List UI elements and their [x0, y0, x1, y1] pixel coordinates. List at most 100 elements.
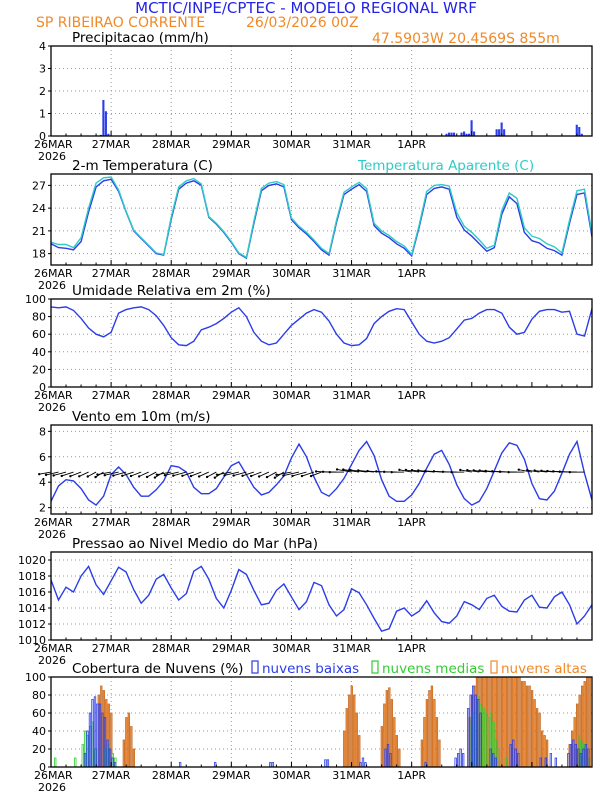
y-tick-label: 8	[39, 425, 46, 438]
cloud-bar-nuvens-baixas	[489, 748, 492, 768]
cloud-bar-nuvens-baixas	[111, 757, 114, 768]
precip-bar	[473, 131, 476, 136]
cloud-bar-nuvens-baixas	[384, 748, 387, 768]
cloud-bar-nuvens-baixas	[454, 757, 457, 768]
x-label-first: 26MAR	[34, 267, 73, 280]
cloud-bar-nuvens-baixas	[324, 759, 327, 768]
y-tick-label: 100	[25, 293, 46, 306]
cloud-bar-nuvens-altas	[425, 699, 429, 768]
y-tick-label: 20	[32, 743, 46, 756]
cloud-bar-nuvens-altas	[125, 717, 128, 768]
cloud-bar-nuvens-baixas	[574, 744, 578, 768]
cloud-bar-nuvens-altas	[438, 739, 441, 768]
cloud-bar-nuvens-altas	[343, 730, 346, 768]
y-tick-label: 0	[39, 761, 46, 774]
wind-barb	[216, 471, 232, 476]
x-label: 28MAR	[152, 642, 191, 655]
panel-title: Cobertura de Nuvens (%)	[72, 661, 243, 677]
wind-barb	[154, 471, 164, 478]
cloud-bar-nuvens-altas	[355, 712, 358, 768]
precip-bar	[498, 129, 501, 136]
x-label: 1APR	[397, 769, 426, 782]
cloud-bar-nuvens-baixas	[554, 757, 557, 768]
cloud-bar-nuvens-baixas	[572, 739, 575, 768]
wind-barb	[527, 469, 540, 473]
wind-barb	[182, 471, 194, 477]
cloud-bar-nuvens-baixas	[457, 753, 460, 768]
x-label-first: 26MAR	[34, 138, 73, 151]
cloud-bar-nuvens-baixas	[214, 762, 217, 768]
cloud-bar-nuvens-altas	[420, 739, 424, 768]
wind-barb-head	[145, 475, 149, 479]
wind-barb	[224, 471, 239, 476]
precip-bar	[450, 132, 453, 136]
cloud-bar-nuvens-baixas	[271, 762, 274, 768]
wind-barb-head	[172, 474, 175, 477]
legend-label-nuvens-baixas: nuvens baixas	[262, 661, 359, 677]
x-label: 30MAR	[272, 642, 311, 655]
x-label: 30MAR	[272, 138, 311, 151]
y-tick-label: 1012	[18, 618, 46, 631]
wind-barb-head	[540, 469, 543, 472]
x-label-year: 2026	[38, 654, 66, 667]
precip-bar	[460, 132, 463, 136]
wind-barb-head	[112, 474, 115, 477]
wind-barb	[164, 471, 179, 476]
wind-barb-head	[478, 469, 481, 472]
cloud-bar-nuvens-altas	[122, 739, 125, 768]
wind-barb-head	[213, 476, 217, 479]
cloud-bar-nuvens-baixas	[83, 753, 87, 768]
cloud-bar-nuvens-baixas	[364, 762, 367, 768]
precip-bar	[503, 129, 506, 136]
wind-barb-head	[348, 468, 352, 472]
x-label: 1APR	[397, 642, 426, 655]
cloud-bar-nuvens-medias	[81, 744, 84, 768]
wind-barb-head	[44, 473, 48, 477]
cloud-bar-nuvens-altas	[398, 748, 401, 768]
cloud-bar-nuvens-baixas	[108, 748, 112, 768]
x-label-first: 26MAR	[34, 769, 73, 782]
x-label-year: 2026	[38, 401, 66, 414]
cloud-bar-nuvens-baixas	[479, 712, 482, 768]
wind-barb	[343, 469, 360, 473]
x-label-first: 26MAR	[34, 516, 73, 529]
y-tick-label: 0	[39, 130, 46, 143]
panel-title: Vento em 10m (m/s)	[72, 409, 211, 425]
cloud-bar-nuvens-altas	[535, 708, 539, 768]
series-line-1	[50, 178, 593, 260]
x-label: 29MAR	[212, 389, 251, 402]
y-tick-label: 27	[32, 179, 46, 192]
cloud-bar-nuvens-baixas	[472, 685, 475, 768]
cloud-bar-nuvens-baixas	[389, 753, 392, 768]
wind-barb-head	[390, 470, 393, 474]
wind-barb-head	[450, 470, 453, 474]
y-tick-label: 1	[39, 108, 46, 121]
wind-barb-head	[424, 469, 427, 473]
wind-barb-head	[526, 468, 529, 472]
cloud-bar-nuvens-baixas	[539, 757, 542, 768]
wind-barb	[518, 469, 532, 473]
wind-barb	[39, 471, 52, 475]
wind-barb	[198, 471, 209, 477]
cloud-bar-nuvens-baixas	[326, 759, 330, 768]
wind-barb	[411, 469, 427, 473]
cloud-bar-nuvens-baixas	[359, 762, 362, 768]
y-tick-label: 1018	[18, 570, 46, 583]
wind-barb-head	[69, 474, 72, 478]
wind-barb-head	[459, 468, 462, 472]
wind-barb	[146, 471, 157, 478]
wind-barb-head	[86, 475, 89, 478]
cloud-bar-nuvens-baixas	[178, 762, 182, 768]
wind-barb	[113, 471, 127, 477]
wind-barb-head	[94, 475, 97, 479]
precip-bar	[465, 133, 468, 136]
cloud-bar-nuvens-medias	[74, 757, 77, 768]
series-line-1	[50, 439, 593, 507]
cloud-bar-nuvens-baixas	[469, 694, 472, 768]
y-tick-label: 1014	[18, 602, 46, 615]
legend-apparent-temperature: Temperatura Aparente (C)	[357, 158, 534, 174]
wind-barb-head	[546, 469, 549, 473]
precip-bar	[578, 127, 581, 136]
